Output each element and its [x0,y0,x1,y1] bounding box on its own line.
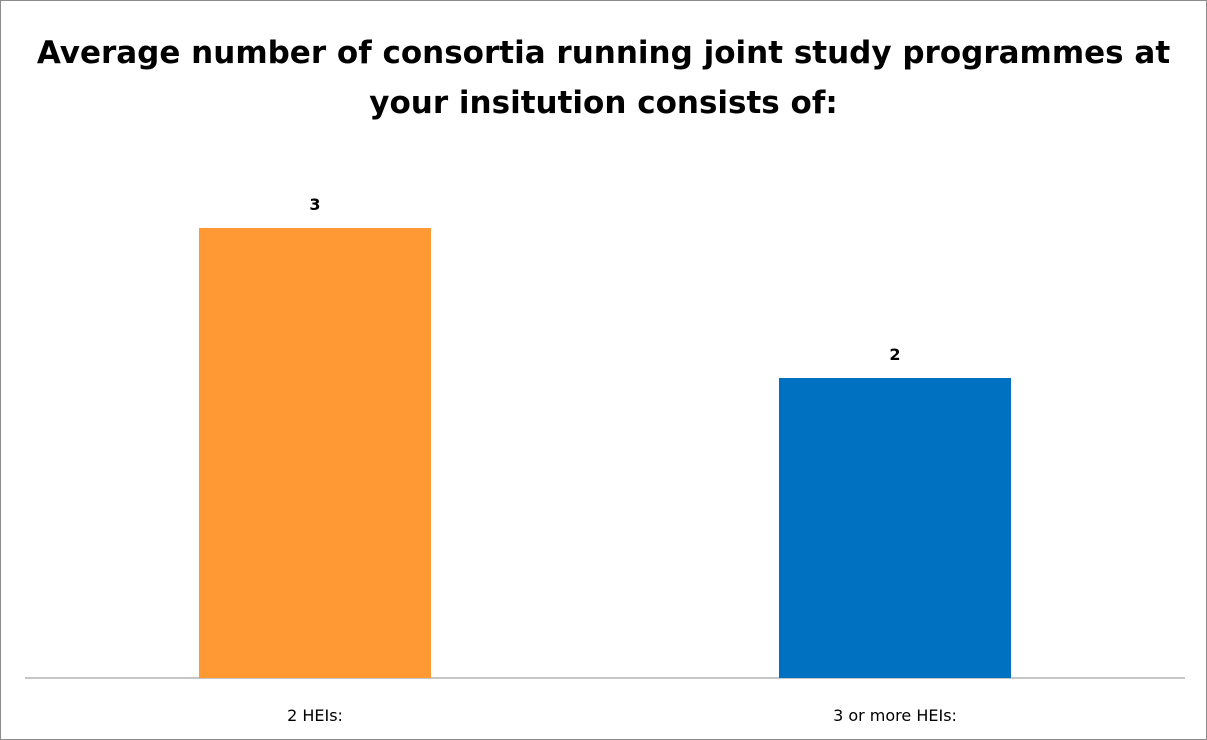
data-label-2: 2 [889,345,900,364]
bar-1 [199,228,431,678]
x-tick-label-1: 2 HEIs: [287,706,343,725]
chart-title: Average number of consortia running join… [36,35,1171,121]
data-label-1: 3 [309,195,320,214]
x-tick-label-2: 3 or more HEIs: [833,706,957,725]
bar-2 [779,378,1011,678]
